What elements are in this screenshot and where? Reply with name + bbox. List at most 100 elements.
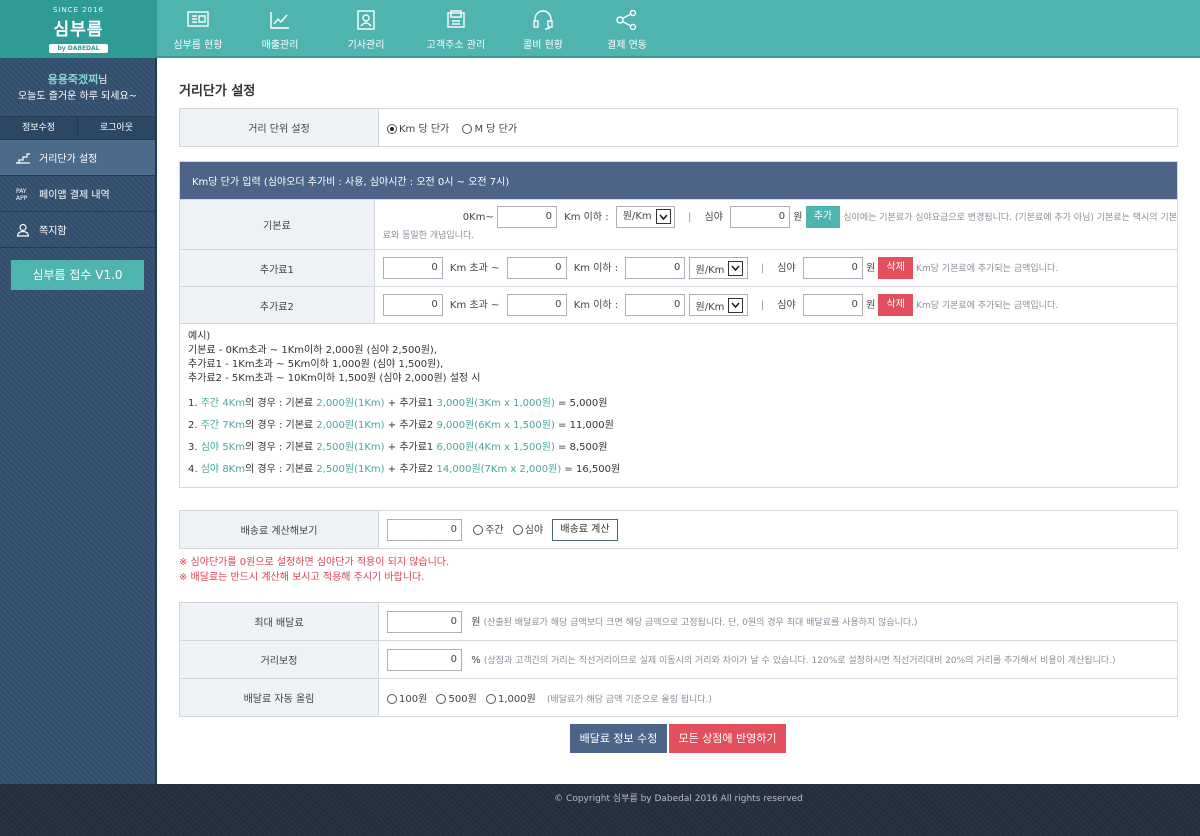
extra1-won: 원 (866, 263, 876, 274)
add-fee-button[interactable]: 추가 (805, 205, 841, 228)
calc-night-label: 심야 (524, 524, 544, 536)
id-card-icon (357, 10, 375, 30)
divider: | (760, 263, 765, 274)
nav-label: 기사관리 (347, 40, 385, 51)
warning-2: ※ 배달료는 반드시 계산해 보시고 적용해 주시기 바랍니다. (179, 572, 425, 583)
extra2-upto-input[interactable]: 0 (506, 294, 567, 316)
example-basic: 2,000원(1Km) (316, 420, 385, 431)
basic-night-input[interactable]: 0 (730, 205, 791, 228)
extra2-night-label: 심야 (777, 300, 796, 311)
example-extra: 14,000원(7Km x 2,000원) (436, 464, 562, 475)
errand-receipt-button[interactable]: 심부름 접수 V1.0 (11, 260, 144, 290)
basic-unit-select[interactable]: 원/Km (615, 205, 675, 228)
basic-upto-input[interactable]: 0 (496, 205, 557, 228)
nav-label: 콜비 현황 (523, 40, 563, 51)
round-100-label: 100원 (399, 694, 428, 705)
nav-item-payment-link[interactable]: 결제 연동 (585, 0, 669, 58)
example-line: 1. 주간 4Km의 경우 : 기본료 2,000원(1Km) + 추가료1 3… (188, 397, 1169, 411)
nav-item-drivers[interactable]: 기사관리 (321, 0, 411, 58)
extra1-from-input[interactable]: 0 (382, 257, 443, 279)
unit-km-radio[interactable]: Km 당 단가 (387, 124, 449, 135)
extra1-night-label: 심야 (777, 263, 796, 274)
user-name: 용용죽겠찌 (47, 73, 99, 86)
round-100-radio[interactable]: 100원 (387, 694, 427, 705)
example-intro-1: 예시) (188, 331, 211, 342)
logout-button[interactable]: 로그아웃 (77, 117, 155, 139)
basic-from-text: 0Km~ (462, 211, 494, 223)
basic-note-1: 심야에는 기본료가 심야요금으로 변경됩니다. (기본료에 추가 아님) 기본료… (843, 212, 1177, 223)
example-num: 3. (188, 442, 198, 453)
nav-item-sales[interactable]: 매출관리 (239, 0, 321, 58)
extra2-from-input[interactable]: 0 (382, 294, 443, 316)
top-bar: SINCE 2016 심부름 by DABEDAL 심부름 현황 매출관리 기사… (0, 0, 1200, 58)
unit-setting-label: 거리 단위 설정 (179, 108, 379, 147)
example-total: = 16,500원 (561, 464, 621, 475)
unit-m-radio[interactable]: M 당 단가 (462, 124, 517, 135)
extra1-price-input[interactable]: 0 (625, 257, 686, 279)
max-fee-note: (산출된 배달료가 해당 금액보다 크면 해당 금액으로 고정됩니다. 단, 0… (483, 617, 918, 628)
round-up-label: 배달료 자동 올림 (179, 678, 379, 717)
distance-adjust-label: 거리보정 (179, 640, 379, 679)
calc-distance-input[interactable]: 0 (387, 518, 462, 541)
nav-item-errand-status[interactable]: 심부름 현황 (157, 0, 239, 58)
logo-name: 심부름 (53, 20, 104, 40)
payapp-icon: PAY APP (14, 186, 32, 202)
extra1-upto-text: Km 이하 : (573, 263, 619, 274)
calc-button[interactable]: 배송료 계산 (552, 518, 618, 541)
logo[interactable]: SINCE 2016 심부름 by DABEDAL (0, 0, 157, 58)
svg-text:PAY: PAY (16, 188, 27, 195)
chevron-down-icon (728, 297, 744, 313)
divider: | (760, 300, 765, 311)
example-basic: 2,500원(1Km) (316, 464, 385, 475)
example-total: = 8,500원 (554, 442, 608, 453)
extra2-note: Km당 기본료에 추가되는 금액입니다. (916, 301, 1059, 311)
sidebar-item-distance-price[interactable]: 거리단가 설정 (0, 140, 155, 176)
basic-won: 원 (793, 211, 803, 223)
round-500-radio[interactable]: 500원 (436, 694, 477, 705)
sidebar-item-payapp-history[interactable]: PAY APP 페이앱 결제 내역 (0, 176, 155, 212)
save-delivery-info-button[interactable]: 배달료 정보 수정 (570, 724, 667, 753)
example-dist: 주간 7Km (200, 420, 245, 431)
distance-adjust-input[interactable]: 0 (387, 648, 462, 671)
extra1-label: 추가료1 (179, 249, 375, 287)
edit-info-button[interactable]: 정보수정 (21, 123, 56, 133)
sidebar-item-messages[interactable]: 쪽지함 (0, 212, 155, 248)
chevron-down-icon (655, 209, 671, 224)
example-text: 의 경우 : 기본료 (244, 442, 317, 453)
main-nav: 심부름 현황 매출관리 기사관리 고객주소 관리 콜비 현황 결제 연동 (157, 0, 669, 58)
delete-extra2-button[interactable]: 삭제 (878, 294, 913, 316)
extra1-upto-input[interactable]: 0 (506, 257, 567, 279)
round-1000-label: 1,000원 (497, 694, 536, 705)
example-dist: 심야 8Km (200, 464, 245, 475)
unit-setting-table: 거리 단위 설정 Km 당 단가 M 당 단가 (179, 108, 1178, 147)
sidebar: 용용죽겠찌님 오늘도 즐거운 하루 되세요~ 정보수정 로그아웃 거리단가 설정… (0, 58, 157, 784)
example-plus: + 추가료2 (384, 464, 437, 475)
extra2-night-input[interactable]: 0 (802, 294, 863, 316)
address-book-icon (447, 10, 465, 28)
extra1-night-input[interactable]: 0 (802, 257, 863, 279)
extra2-price-input[interactable]: 0 (625, 294, 686, 316)
example-box: 예시) 기본료 - 0Km초과 ~ 1Km이하 2,000원 (심야 2,500… (179, 323, 1178, 488)
example-num: 4. (188, 464, 198, 475)
extra1-unit-select[interactable]: 원/Km (688, 257, 748, 279)
max-fee-input[interactable]: 0 (387, 610, 462, 633)
nav-item-call-status[interactable]: 콜비 현황 (501, 0, 585, 58)
nav-item-customer-address[interactable]: 고객주소 관리 (411, 0, 501, 58)
basic-unit-value: 원/Km (622, 210, 652, 222)
example-plus: + 추가료1 (384, 398, 437, 409)
calc-night-radio[interactable]: 심야 (512, 524, 544, 536)
calc-day-radio[interactable]: 주간 (473, 524, 504, 536)
basic-night-label: 심야 (704, 211, 723, 223)
example-basic: 2,500원(1Km) (316, 442, 385, 453)
sidebar-item-label: 페이앱 결제 내역 (39, 190, 110, 201)
example-intro-2: 기본료 - 0Km초과 ~ 1Km이하 2,000원 (심야 2,500원), (188, 345, 437, 356)
apply-all-stores-button[interactable]: 모든 상점에 반영하기 (669, 724, 786, 753)
logo-since: SINCE 2016 (52, 6, 105, 14)
extra2-unit-select[interactable]: 원/Km (688, 294, 748, 316)
round-1000-radio[interactable]: 1,000원 (485, 694, 536, 705)
delete-extra1-button[interactable]: 삭제 (878, 257, 913, 279)
logo-tagline: by DABEDAL (49, 44, 108, 53)
max-fee-unit: 원 (471, 616, 481, 628)
user-name-suffix: 님 (98, 75, 108, 86)
example-num: 2. (188, 420, 198, 431)
